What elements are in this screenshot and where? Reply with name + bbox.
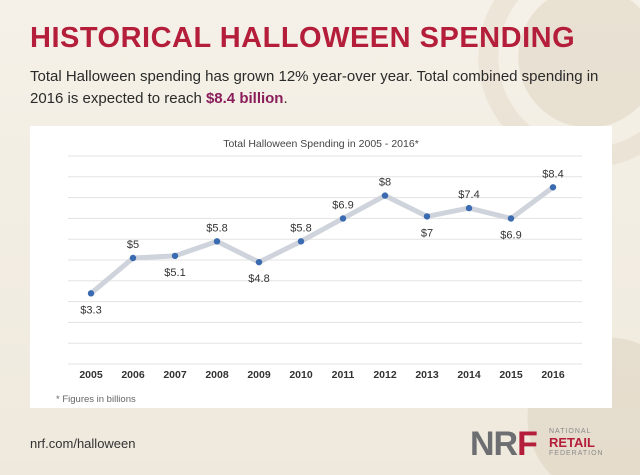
data-label: $8.4 <box>542 168 563 180</box>
chart-card: Total Halloween Spending in 2005 - 2016*… <box>30 126 612 408</box>
x-tick-label: 2007 <box>163 369 187 381</box>
subtitle-highlight: $8.4 billion <box>205 90 284 107</box>
x-tick-label: 2009 <box>247 369 271 381</box>
data-point <box>423 213 431 220</box>
x-tick-label: 2008 <box>205 369 229 381</box>
data-label: $6.9 <box>500 229 521 241</box>
data-point <box>255 258 263 266</box>
logo-line-2: RETAIL <box>549 435 595 450</box>
data-label: $7.4 <box>458 189 479 201</box>
data-point <box>381 192 389 199</box>
data-label: $4.8 <box>248 273 269 285</box>
data-point <box>465 204 473 212</box>
nrf-logo: NRF NATIONAL RETAIL FEDERATION <box>470 424 620 464</box>
data-label: $5.1 <box>164 267 185 279</box>
data-point <box>213 238 221 245</box>
logo-text: NATIONAL RETAIL FEDERATION <box>549 428 604 457</box>
chart-footnote: * Figures in billions <box>56 394 136 405</box>
x-tick-label: 2016 <box>541 369 565 381</box>
x-tick-label: 2012 <box>373 369 397 381</box>
page-title: HISTORICAL HALLOWEEN SPENDING <box>30 22 576 54</box>
data-label: $8 <box>379 177 391 189</box>
x-tick-label: 2014 <box>457 369 481 381</box>
data-label: $5.8 <box>206 222 227 234</box>
data-point <box>171 252 179 260</box>
x-tick-label: 2005 <box>79 369 103 381</box>
footer-url[interactable]: nrf.com/halloween <box>30 436 136 451</box>
series-line <box>88 184 556 296</box>
subtitle-text: Total Halloween spending has grown 12% y… <box>30 68 599 107</box>
data-point <box>507 215 515 222</box>
data-point <box>87 290 95 297</box>
x-tick-label: 2010 <box>289 369 313 381</box>
x-tick-label: 2013 <box>415 369 439 381</box>
x-tick-label: 2015 <box>499 369 523 381</box>
logo-mark-gray: NR <box>470 425 518 463</box>
logo-mark-red: F <box>517 425 538 463</box>
logo-line-1: NATIONAL <box>549 428 592 435</box>
data-label: $3.3 <box>80 304 101 316</box>
x-tick-label: 2011 <box>332 369 355 381</box>
data-label: $5.8 <box>290 222 311 234</box>
data-label: $7 <box>421 227 433 239</box>
line-chart: 2005 2006 2007 2008 2009 2010 2011 2012 2013 2014… <box>68 155 582 381</box>
data-point <box>549 184 557 191</box>
data-point <box>297 238 305 245</box>
subtitle-end: . <box>283 90 288 107</box>
data-point <box>129 254 137 262</box>
x-tick-label: 2006 <box>121 369 145 381</box>
page-subtitle: Total Halloween spending has grown 12% y… <box>30 66 620 110</box>
logo-mark: NRF <box>470 424 538 464</box>
logo-line-3: FEDERATION <box>549 450 604 457</box>
data-label: $5 <box>127 239 139 251</box>
data-label: $6.9 <box>332 199 353 211</box>
chart-title: Total Halloween Spending in 2005 - 2016* <box>223 138 419 150</box>
data-point <box>339 215 347 222</box>
